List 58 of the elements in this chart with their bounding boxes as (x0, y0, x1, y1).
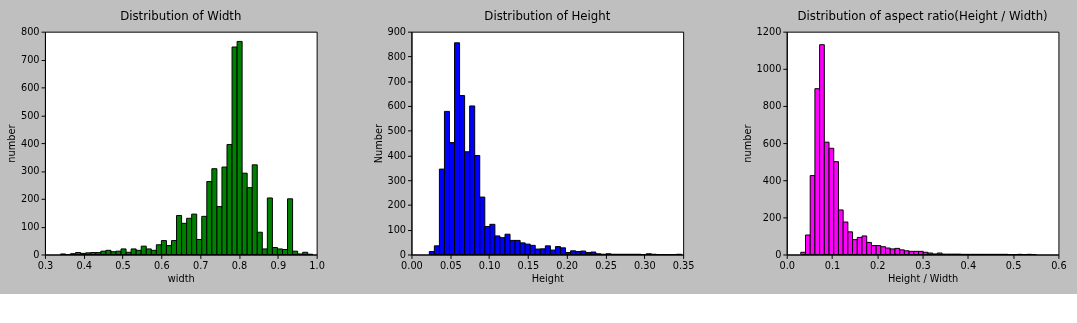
x-axis-title: Height / Width (887, 273, 959, 285)
y-tick-label: 700 (20, 53, 40, 65)
x-tick-label: 0.10 (478, 259, 501, 271)
x-tick-label: 0.2 (870, 259, 886, 271)
x-tick-label: 0.6 (1051, 259, 1067, 271)
x-tick-label: 0.00 (401, 259, 423, 271)
y-tick-label: 300 (387, 174, 407, 186)
y-tick-label: 200 (762, 211, 782, 223)
x-tick-label: 0.6 (154, 259, 170, 271)
x-tick-label: 0.8 (231, 259, 248, 271)
y-tick-label: 700 (387, 75, 407, 87)
y-tick-label: 500 (387, 125, 407, 137)
chart-title: Distribution of Height (484, 8, 611, 23)
x-tick-label: 0.30 (633, 259, 656, 271)
y-tick-label: 400 (20, 137, 40, 149)
x-axis-title: width (167, 273, 195, 285)
y-tick-label: 0 (399, 248, 407, 260)
y-tick-label: 800 (762, 100, 782, 112)
x-tick-label: 0.4 (76, 259, 93, 271)
y-tick-label: 100 (20, 221, 40, 233)
y-tick-label: 1200 (756, 26, 782, 38)
chart-title: Distribution of aspect ratio(Height / Width) (797, 8, 1048, 23)
x-tick-label: 0.15 (517, 259, 540, 271)
y-tick-label: 600 (762, 137, 782, 149)
x-tick-label: 0.5 (115, 259, 131, 271)
y-tick-label: 200 (387, 199, 407, 211)
x-tick-label: 0.35 (672, 259, 695, 271)
x-tick-label: 0.5 (1005, 259, 1022, 271)
y-tick-label: 200 (20, 193, 40, 205)
y-tick-label: 600 (387, 100, 407, 112)
x-tick-label: 1.0 (309, 259, 325, 271)
x-tick-label: 0.25 (595, 259, 617, 271)
chart-title: Distribution of Width (120, 8, 242, 23)
y-tick-label: 0 (33, 248, 40, 260)
y-tick-label: 1000 (756, 63, 782, 75)
x-tick-label: 0.3 (37, 259, 54, 271)
x-tick-label: 0.20 (556, 259, 579, 271)
x-axis-title: Height (531, 273, 565, 285)
y-tick-label: 400 (387, 149, 407, 161)
x-tick-label: 0.3 (915, 259, 931, 271)
x-tick-label: 0.4 (960, 259, 977, 271)
x-tick-label: 0.9 (270, 259, 287, 271)
y-tick-label: 300 (20, 165, 40, 177)
y-tick-label: 600 (20, 81, 40, 93)
x-tick-label: 0.1 (824, 259, 841, 271)
x-tick-label: 0.05 (439, 259, 462, 271)
y-axis-title: number (6, 123, 18, 163)
x-tick-label: 0.0 (779, 259, 795, 271)
y-tick-label: 100 (387, 224, 407, 236)
y-tick-label: 0 (775, 248, 782, 260)
y-tick-label: 400 (762, 174, 782, 186)
y-tick-label: 900 (387, 26, 407, 38)
y-tick-label: 800 (20, 26, 40, 38)
x-tick-label: 0.7 (192, 259, 209, 271)
y-axis-title: number (741, 123, 753, 163)
y-tick-label: 800 (387, 50, 407, 62)
y-axis-title: Number (372, 122, 384, 164)
y-tick-label: 500 (20, 109, 40, 121)
